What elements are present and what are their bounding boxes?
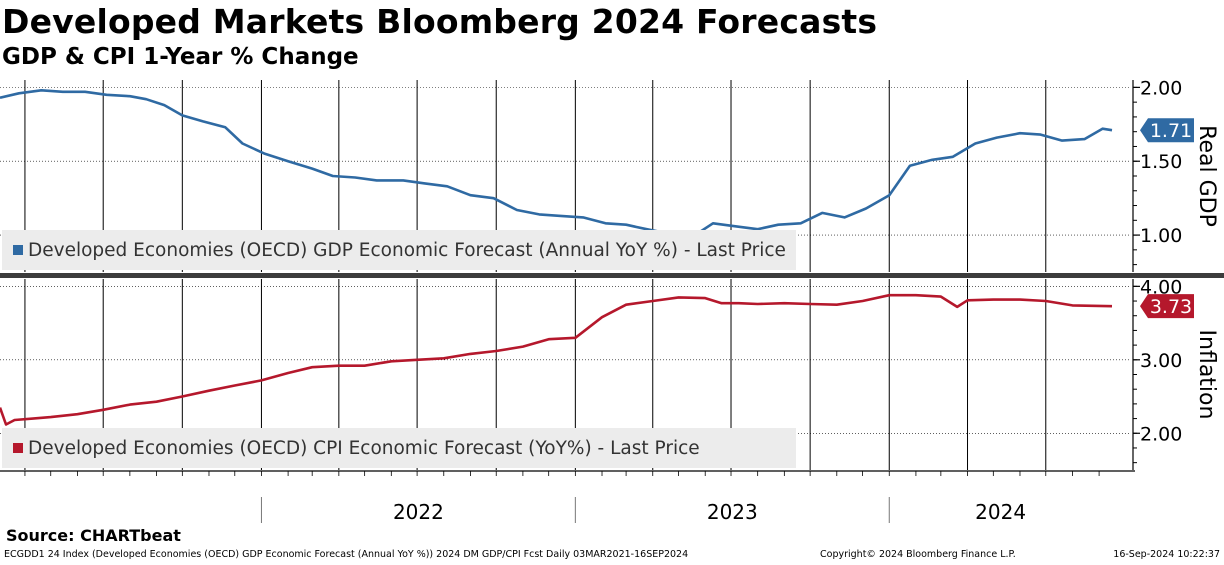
- y-tick-label: 2.00: [1140, 77, 1182, 99]
- last-value-label: 1.71: [1150, 120, 1192, 142]
- legend-swatch: [13, 443, 23, 453]
- last-value-tag: [1140, 118, 1194, 143]
- inflation-axis-label: Inflation: [1194, 330, 1219, 420]
- x-year-label: 2022: [393, 500, 444, 524]
- x-year-label: 2023: [707, 500, 758, 524]
- chart-title: Developed Markets Bloomberg 2024 Forecas…: [2, 2, 878, 41]
- y-tick-label: 4.00: [1140, 276, 1182, 298]
- legend-box: [2, 230, 796, 270]
- footer-copyright: Copyright© 2024 Bloomberg Finance L.P.: [820, 549, 1016, 560]
- gdp-series-line: [0, 89, 1113, 240]
- footer-ticker-info: ECGDD1 24 Index (Developed Economies (OE…: [4, 549, 689, 560]
- legend-box: [2, 428, 796, 468]
- y-tick-label: 1.00: [1140, 225, 1182, 247]
- legend-swatch: [13, 245, 23, 255]
- last-value-label: 3.73: [1150, 296, 1192, 318]
- x-year-label: 2024: [975, 500, 1026, 524]
- panel-separator: [0, 273, 1224, 278]
- y-tick-label: 1.50: [1140, 151, 1182, 173]
- legends: Developed Economies (OECD) GDP Economic …: [2, 230, 796, 468]
- last-value-tag: [1140, 294, 1194, 319]
- cpi-series-line: [0, 293, 1113, 426]
- gdp-axis-label: Real GDP: [1194, 125, 1219, 227]
- y-tick-label: 2.00: [1140, 423, 1182, 445]
- source-note: Source: CHARTbeat: [6, 526, 181, 545]
- legend-label: Developed Economies (OECD) GDP Economic …: [28, 240, 786, 261]
- axes: 1.71 1.00 1.50 2.00 Real GDP 3.73 2.00 3.00 4.00…: [0, 77, 1224, 524]
- series-lines: [0, 89, 1113, 426]
- y-tick-label: 3.00: [1140, 350, 1182, 372]
- chart-subtitle: GDP & CPI 1-Year % Change: [2, 44, 359, 70]
- footer-timestamp: 16-Sep-2024 10:22:37: [1113, 549, 1220, 560]
- legend-label: Developed Economies (OECD) CPI Economic …: [28, 438, 700, 459]
